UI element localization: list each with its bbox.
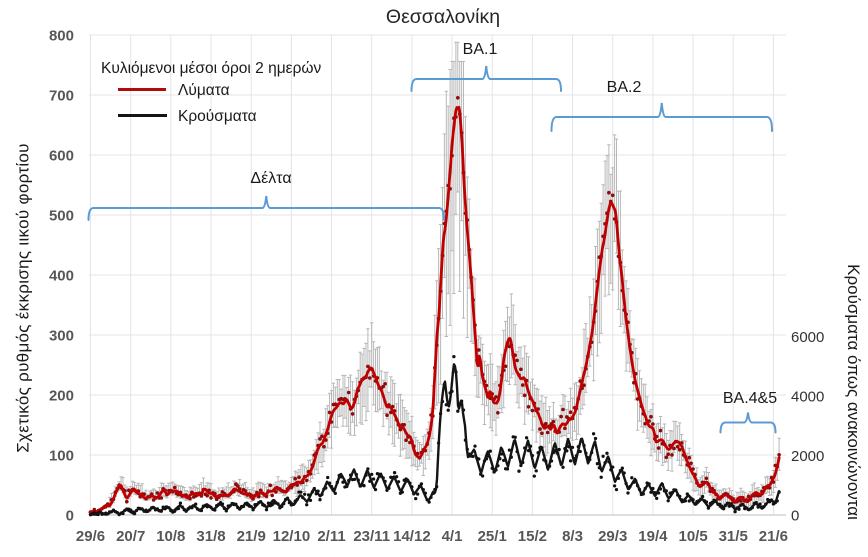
svg-text:31/5: 31/5 <box>719 528 748 545</box>
svg-text:Κρούσματα: Κρούσματα <box>178 108 257 125</box>
svg-text:29/3: 29/3 <box>598 528 627 545</box>
svg-text:100: 100 <box>49 447 74 464</box>
svg-text:12/10: 12/10 <box>273 528 311 545</box>
svg-text:23/11: 23/11 <box>353 528 390 545</box>
svg-text:800: 800 <box>49 27 74 44</box>
svg-text:300: 300 <box>49 327 74 344</box>
svg-text:BA.4&5: BA.4&5 <box>723 390 777 407</box>
svg-text:4000: 4000 <box>791 388 824 405</box>
svg-text:Κρούσματα όπως ανακοινώνονται: Κρούσματα όπως ανακοινώνονται <box>844 264 863 520</box>
svg-text:10/8: 10/8 <box>156 528 185 545</box>
svg-text:29/6: 29/6 <box>76 528 105 545</box>
svg-text:2000: 2000 <box>791 448 824 465</box>
svg-text:500: 500 <box>49 207 74 224</box>
svg-text:BA.1: BA.1 <box>463 41 498 58</box>
svg-text:25/1: 25/1 <box>478 528 507 545</box>
svg-text:0: 0 <box>66 507 74 524</box>
svg-text:Δέλτα: Δέλτα <box>250 170 291 187</box>
svg-text:BA.2: BA.2 <box>607 79 642 96</box>
svg-text:400: 400 <box>49 267 74 284</box>
svg-text:200: 200 <box>49 387 74 404</box>
svg-text:10/5: 10/5 <box>678 528 707 545</box>
svg-text:19/4: 19/4 <box>638 528 668 545</box>
svg-text:0: 0 <box>791 507 799 524</box>
svg-text:8/3: 8/3 <box>562 528 583 545</box>
svg-text:Λύματα: Λύματα <box>178 82 230 99</box>
svg-text:14/12: 14/12 <box>393 528 431 545</box>
svg-text:21/6: 21/6 <box>759 528 788 545</box>
svg-text:6000: 6000 <box>791 329 824 346</box>
svg-text:Κυλιόμενοι μέσοι όροι 2 ημερών: Κυλιόμενοι μέσοι όροι 2 ημερών <box>101 60 321 77</box>
svg-text:600: 600 <box>49 147 74 164</box>
svg-text:Θεσσαλονίκη: Θεσσαλονίκη <box>386 6 500 28</box>
svg-text:20/7: 20/7 <box>116 528 145 545</box>
svg-text:15/2: 15/2 <box>518 528 547 545</box>
svg-text:700: 700 <box>49 87 74 104</box>
svg-text:Σχετικός ρυθμός έκκρισης ιικού: Σχετικός ρυθμός έκκρισης ιικού φορτίου <box>14 143 33 453</box>
svg-text:21/9: 21/9 <box>237 528 266 545</box>
svg-text:2/11: 2/11 <box>317 528 345 545</box>
svg-text:4/1: 4/1 <box>442 528 463 545</box>
svg-text:31/8: 31/8 <box>196 528 225 545</box>
